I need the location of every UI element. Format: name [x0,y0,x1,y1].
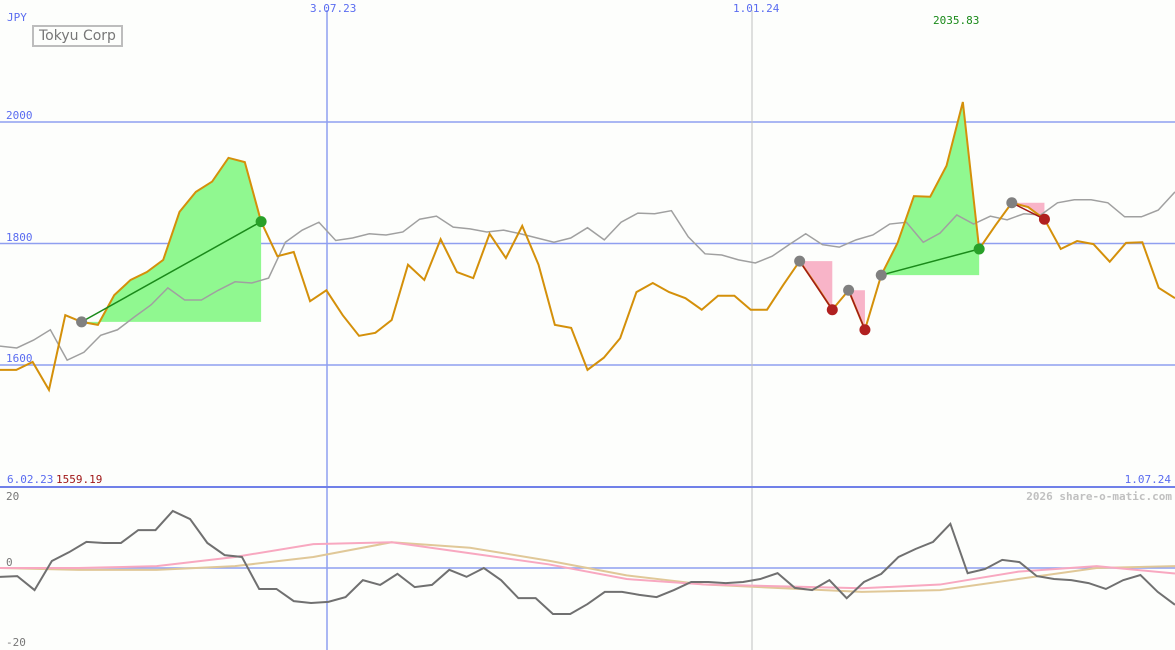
osc-y-tick-label: -20 [6,636,26,649]
losing-trade-area [1011,202,1045,220]
x-tick-label: 3.07.23 [310,2,357,15]
trade-line [881,248,980,276]
winning-trade-area [81,157,262,325]
osc-y-tick-label: 0 [6,556,13,569]
x-end-label: 1.07.24 [1124,473,1171,486]
y-tick-label: 1600 [6,352,33,365]
chart-title: Tokyu Corp [32,25,123,47]
min-price-label: 1559.19 [56,473,103,486]
trade-line [1011,202,1045,220]
trade-entry-marker [1006,197,1018,209]
average-line [0,191,1175,362]
trade-line [81,220,262,323]
oscillator-line [0,509,1175,615]
trade-exit-marker [859,324,871,336]
copyright: 2026 share-o-matic.com [1026,490,1172,503]
trade-entry-marker [794,255,806,267]
trade-exit-marker [1038,213,1050,225]
winning-trade-area [881,101,980,276]
y-tick-label: 1800 [6,231,33,244]
x-start-label: 6.02.23 [7,473,54,486]
trade-exit-marker [973,243,985,255]
trade-exit-marker [826,304,838,316]
trade-entry-marker [875,269,887,281]
y-tick-label: 2000 [6,109,33,122]
trade-line [847,289,866,331]
oscillator-line [0,541,1175,590]
trade-entry-marker [76,316,88,328]
oscillator-line [0,541,1175,593]
trade-line [799,260,833,311]
osc-y-tick-label: 20 [6,490,20,503]
trade-entry-marker [843,284,855,296]
currency-label: JPY [7,11,27,24]
x-tick-label: 1.01.24 [733,2,780,15]
max-price-label: 2035.83 [933,14,980,27]
trade-exit-marker [255,216,267,228]
losing-trade-area [799,261,833,310]
